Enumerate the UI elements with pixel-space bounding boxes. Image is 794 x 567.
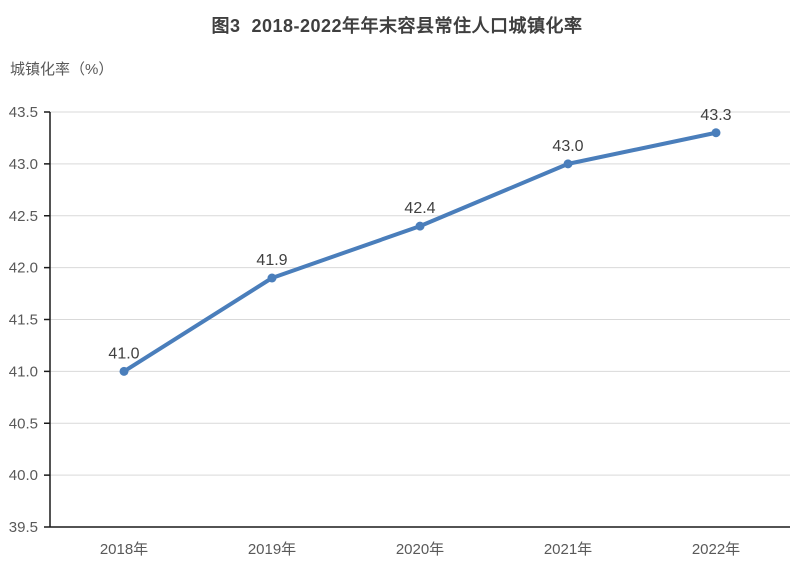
series-line xyxy=(122,130,718,374)
y-tick-label: 39.5 xyxy=(9,519,38,536)
x-tick-label: 2018年 xyxy=(100,541,148,558)
data-point-marker xyxy=(711,128,721,138)
y-tick-label: 42.5 xyxy=(9,208,38,225)
y-tick-label: 40.0 xyxy=(9,467,38,484)
x-tick-label: 2022年 xyxy=(692,541,740,558)
y-tick-label: 40.5 xyxy=(9,415,38,432)
x-tick-label: 2021年 xyxy=(544,541,592,558)
chart-title: 图3 2018-2022年年末容县常住人口城镇化率 xyxy=(211,16,583,36)
data-point-marker xyxy=(563,159,573,169)
x-tick-label: 2019年 xyxy=(248,541,296,558)
urbanization-line-chart: 39.5 40.0 40.5 41.0 41.5 42.0 42.5 43.0 43.5 2018… xyxy=(9,104,790,558)
data-point-marker xyxy=(267,273,277,283)
y-tick-label: 43.5 xyxy=(9,104,38,121)
data-point-label: 42.4 xyxy=(404,200,435,217)
y-axis-title: 城镇化率（%） xyxy=(10,61,114,78)
y-tick-label: 41.5 xyxy=(9,312,38,329)
data-point-marker xyxy=(415,221,425,231)
y-tick-label: 42.0 xyxy=(9,260,38,277)
data-point-label: 41.9 xyxy=(256,252,287,269)
y-tick-label: 41.0 xyxy=(9,363,38,380)
x-tick-label: 2020年 xyxy=(396,541,444,558)
data-point-marker xyxy=(119,366,129,376)
data-point-label: 43.0 xyxy=(552,138,583,155)
y-tick-label: 43.0 xyxy=(9,156,38,173)
data-point-label: 43.3 xyxy=(700,107,731,124)
data-point-label: 41.0 xyxy=(108,345,139,362)
